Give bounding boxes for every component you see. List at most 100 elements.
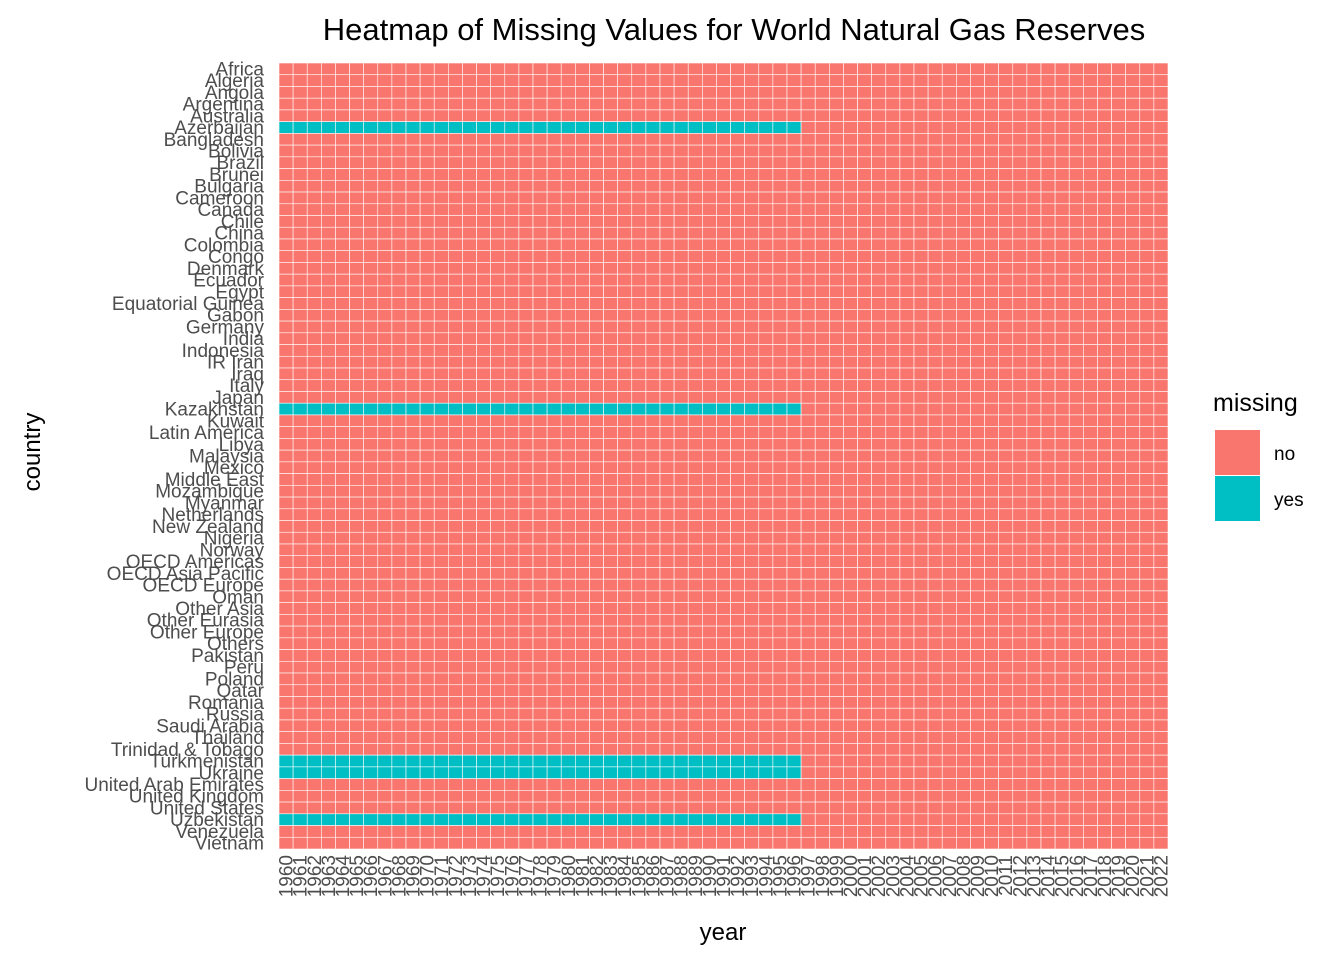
heatmap-cell [433,74,449,87]
heatmap-cell [448,543,463,557]
heatmap-cell [476,273,491,287]
heatmap-cell [998,203,1014,216]
heatmap-cell [575,766,590,779]
heatmap-cell [1139,731,1155,744]
heatmap-cell [335,203,350,216]
heatmap-cell [1026,461,1042,474]
heatmap-cell [659,836,675,850]
heatmap-cell [1040,367,1056,381]
heatmap-cell [800,578,816,592]
heatmap-cell [405,754,421,768]
heatmap-cell [490,520,506,533]
heatmap-cell [1026,754,1042,768]
heatmap-cell [1026,801,1042,815]
heatmap-cell [857,555,872,568]
heatmap-cell [1139,531,1155,545]
heatmap-cell [335,309,350,322]
heatmap-cell [829,496,844,510]
heatmap-cell [956,496,971,510]
heatmap-cell [984,567,999,580]
heatmap-cell [306,62,322,76]
heatmap-cell [687,367,703,381]
heatmap-cell [687,590,703,603]
heatmap-cell [913,578,929,592]
heatmap-cell [532,485,548,498]
heatmap-cell [659,379,675,392]
heatmap-cell [730,801,745,815]
heatmap-cell [560,473,576,486]
heatmap-cell [631,520,647,533]
heatmap-cell [1040,754,1056,768]
heatmap-cell [377,508,393,521]
heatmap-cell [659,367,675,381]
heatmap-cell [1026,438,1042,451]
heatmap-cell [1097,402,1112,416]
heatmap-cell [419,602,435,615]
heatmap-cell [1139,414,1155,427]
heatmap-cell [941,414,957,427]
heatmap-cell [321,801,336,815]
x-tick-label: 2007 [940,855,961,897]
y-axis-tick-labels: AfricaAlgeriaAngolaArgentinaAustraliaAze… [84,59,264,854]
heatmap-cell [448,731,463,744]
heatmap-cell [1040,74,1056,87]
heatmap-cell [645,168,661,181]
heatmap-cell [377,414,393,427]
heatmap-cell [814,813,830,826]
heatmap-cell [1097,743,1112,756]
heatmap-cell [1097,367,1112,381]
heatmap-cell [885,473,901,486]
heatmap-cell [645,379,661,392]
y-tick-label: Oman [212,587,264,608]
heatmap-cell [349,496,364,510]
heatmap-cell [1125,602,1141,615]
heatmap-cell [278,684,294,697]
heatmap-cell [532,203,548,216]
heatmap-cell [1153,121,1169,134]
heatmap-cell [772,426,788,439]
heatmap-cell [560,520,576,533]
heatmap-cell [1026,133,1042,146]
heatmap-cell [899,696,915,709]
heatmap-cell [702,754,717,768]
heatmap-cell [1111,496,1126,510]
heatmap-cell [843,707,858,721]
heatmap-cell [405,672,421,686]
heatmap-cell [927,731,943,744]
heatmap-cell [814,156,830,169]
heatmap-cell [631,273,647,287]
heatmap-cell [603,754,618,768]
heatmap-cell [405,144,421,158]
heatmap-cell [349,297,364,310]
heatmap-cell [659,144,675,158]
heatmap-cell [913,543,929,557]
heatmap-cell [617,707,633,721]
heatmap-cell [1125,660,1141,674]
heatmap-cell [603,344,618,357]
heatmap-cell [363,731,379,744]
heatmap-cell [1125,625,1141,639]
heatmap-cell [871,790,887,803]
heatmap-tiles [278,62,1169,850]
heatmap-cell [1125,121,1141,134]
heatmap-cell [1097,332,1112,345]
heatmap-cell [843,743,858,756]
heatmap-cell [673,473,689,486]
heatmap-cell [377,391,393,404]
heatmap-cell [645,332,661,345]
heatmap-cell [560,133,576,146]
heatmap-cell [405,567,421,580]
heatmap-cell [306,543,322,557]
heatmap-cell [349,602,364,615]
heatmap-cell [673,109,689,122]
heatmap-cell [603,262,618,275]
heatmap-cell [716,836,731,850]
x-tick-label: 1966 [361,855,382,897]
heatmap-cell [829,508,844,521]
heatmap-cell [518,731,534,744]
heatmap-cell [786,813,802,826]
heatmap-cell [490,344,506,357]
heatmap-cell [504,344,520,357]
heatmap-cell [391,297,407,310]
heatmap-cell [941,825,957,838]
